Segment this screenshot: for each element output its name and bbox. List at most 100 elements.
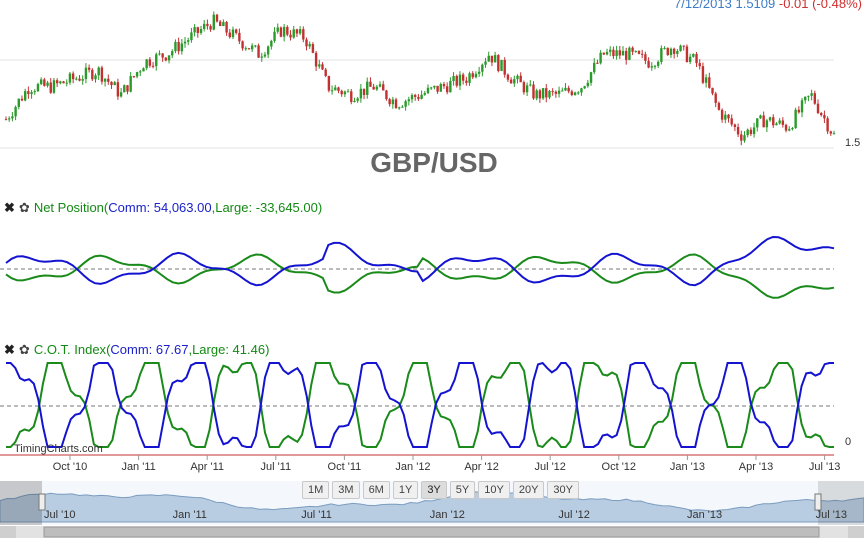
cot-index-lines	[6, 361, 834, 449]
x-tick-label: Apr '11	[190, 461, 224, 473]
candle-body	[4, 119, 8, 121]
grid-lines	[0, 59, 834, 456]
candle-body	[644, 54, 647, 61]
candle-body	[298, 29, 302, 34]
candle-body	[362, 88, 366, 95]
candle-body	[577, 92, 580, 94]
candle-body	[145, 59, 148, 69]
candle-body	[663, 47, 666, 49]
candle-body	[346, 91, 350, 93]
quote-price: 1.5109	[735, 0, 776, 11]
candle-body	[33, 91, 36, 93]
candle-body	[135, 72, 139, 77]
candle-body	[123, 85, 126, 93]
candle-body	[417, 96, 420, 99]
candle-body	[736, 126, 740, 135]
candle-body	[218, 21, 222, 27]
candle-body	[39, 79, 43, 85]
range-button-5y[interactable]: 5Y	[449, 481, 476, 499]
separator: ,	[188, 342, 193, 357]
candle-body	[765, 120, 769, 128]
candle-body	[55, 80, 59, 84]
chart-watermark: GBP/USD	[370, 147, 498, 178]
candle-body	[522, 82, 526, 93]
candle-body	[749, 129, 753, 135]
candle-body	[84, 67, 88, 80]
candle-body	[23, 91, 27, 101]
candle-body	[148, 59, 152, 66]
candle-body	[71, 73, 75, 80]
candle-body	[564, 87, 567, 91]
range-button-20y[interactable]: 20Y	[512, 481, 545, 499]
range-button-10y[interactable]: 10Y	[478, 481, 510, 499]
candle-body	[266, 46, 270, 55]
range-selector: 1M 3M 6M 1Y 3Y 5Y 10Y 20Y 30Y	[302, 481, 579, 499]
candle-body	[43, 79, 46, 86]
x-tick-label: Jan '11	[121, 461, 155, 473]
candle-body	[452, 75, 455, 82]
candle-body	[366, 81, 369, 95]
candle-body	[116, 82, 120, 97]
candle-body	[573, 92, 577, 95]
close-icon[interactable]: ✖	[4, 200, 15, 215]
navigator-label: Jan '13	[687, 509, 722, 521]
quote-change: -0.01	[778, 0, 809, 11]
gear-icon[interactable]: ✿	[18, 342, 30, 357]
range-button-3m[interactable]: 3M	[332, 481, 360, 499]
candle-body	[650, 66, 653, 68]
candle-body	[155, 54, 158, 67]
navigator-left-handle[interactable]	[38, 493, 46, 511]
candle-body	[247, 48, 251, 50]
close-icon[interactable]: ✖	[4, 342, 15, 357]
candle-body	[509, 79, 513, 84]
candle-body	[103, 78, 107, 82]
candle-body	[688, 56, 692, 63]
range-button-3y[interactable]: 3Y	[421, 481, 447, 499]
candle-body	[660, 48, 663, 62]
candle-body	[337, 87, 340, 91]
candle-body	[276, 27, 279, 32]
scroll-left-button[interactable]	[0, 526, 16, 538]
x-tick-label: Jan '13	[670, 461, 705, 473]
candle-body	[359, 88, 363, 99]
candle-body	[353, 100, 356, 102]
candle-body	[465, 80, 468, 83]
x-tick-label: Oct '10	[53, 461, 88, 473]
navigator-right-handle[interactable]	[814, 493, 822, 511]
candle-body	[449, 81, 452, 93]
candle-body	[461, 74, 465, 81]
range-button-6m[interactable]: 6M	[362, 481, 390, 499]
candle-body	[340, 90, 343, 95]
candle-body	[695, 54, 698, 64]
gear-icon[interactable]: ✿	[18, 200, 30, 215]
candle-body	[487, 55, 490, 62]
range-button-30y[interactable]: 30Y	[547, 481, 579, 499]
candle-body	[254, 45, 257, 47]
candle-body	[282, 26, 286, 37]
candle-body	[410, 95, 414, 100]
candle-body	[647, 60, 650, 68]
scroll-right-button[interactable]	[848, 526, 864, 538]
candle-body	[468, 73, 471, 83]
candle-body	[820, 113, 823, 116]
candle-body	[541, 88, 545, 99]
candle-body	[65, 82, 68, 84]
candle-body	[775, 123, 778, 126]
cot-y-tick-label: 0	[845, 436, 851, 448]
candle-body	[382, 84, 385, 91]
candle-body	[369, 81, 372, 87]
candle-body	[609, 49, 612, 52]
comm-value: Comm: 54,063.00	[108, 200, 212, 215]
candle-body	[398, 107, 401, 109]
candle-body	[78, 78, 81, 81]
candle-body	[599, 52, 602, 64]
scrollbar-thumb[interactable]	[43, 526, 820, 538]
candle-body	[442, 84, 446, 87]
range-button-1m[interactable]: 1M	[302, 481, 330, 499]
candle-body	[720, 109, 724, 120]
navigator-mask	[818, 481, 864, 525]
candle-body	[656, 61, 660, 66]
candle-body	[260, 56, 263, 58]
range-button-1y[interactable]: 1Y	[392, 481, 419, 499]
candle-body	[637, 50, 641, 54]
